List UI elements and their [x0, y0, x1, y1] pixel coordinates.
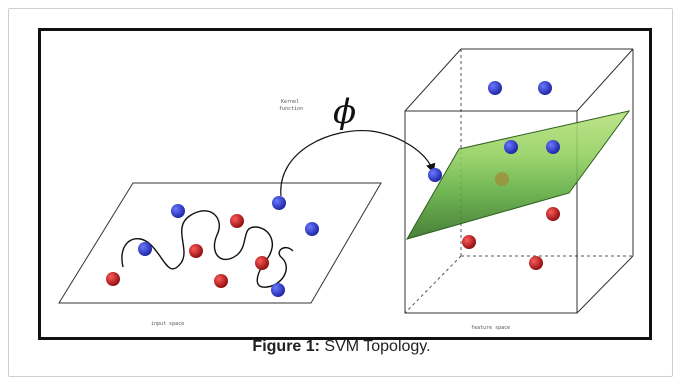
feature-blue-point [546, 140, 560, 154]
input-red-point [189, 244, 203, 258]
feature-blue-point [488, 81, 502, 95]
figure-caption: Figure 1: SVM Topology. [0, 338, 683, 356]
separating-hyperplane [405, 110, 631, 240]
input-red-point [214, 274, 228, 288]
feature-blue-point [504, 140, 518, 154]
svm-topology-diagram: input space Kernel function ϕ [58, 48, 634, 331]
mapping-arrow [280, 129, 436, 197]
kernel-label-line1: Kernel [281, 99, 299, 105]
feature-red-point [462, 235, 476, 249]
input-space-plane [58, 182, 382, 304]
feature-blue-point [428, 168, 442, 182]
input-blue-point [138, 242, 152, 256]
kernel-label-line2: function [279, 106, 303, 112]
input-space-label: input space [151, 321, 184, 327]
phi-symbol: ϕ [333, 92, 356, 132]
feature-blue-point [538, 81, 552, 95]
feature-red-point [495, 172, 509, 186]
feature-red-point [546, 207, 560, 221]
feature-space-cube [404, 48, 634, 314]
input-blue-point [271, 283, 285, 297]
feature-red-point [529, 256, 543, 270]
input-red-point [230, 214, 244, 228]
input-blue-point [305, 222, 319, 236]
input-blue-point [171, 204, 185, 218]
caption-label: Figure 1: [252, 338, 320, 355]
input-decision-curve [121, 210, 294, 288]
caption-text: SVM Topology. [319, 338, 431, 355]
figure-frame: input space Kernel function ϕ [38, 28, 652, 340]
input-red-point [255, 256, 269, 270]
input-red-point [106, 272, 120, 286]
input-blue-point [272, 196, 286, 210]
feature-space-label: feature space [471, 325, 510, 331]
